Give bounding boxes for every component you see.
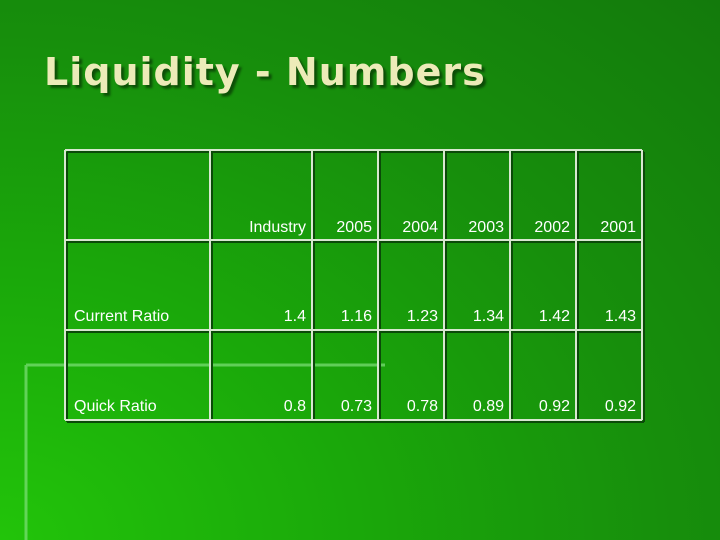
cell-value: 1.4 (284, 308, 306, 325)
cell-value: 0.89 (473, 398, 504, 415)
cell-value: 1.42 (539, 308, 570, 325)
row-label: Quick Ratio (74, 398, 157, 415)
decoration (24, 363, 385, 540)
column-header: Industry (249, 219, 306, 236)
column-header: 2005 (336, 219, 372, 236)
cell-value: 1.23 (407, 308, 438, 325)
cell-value: 1.16 (341, 308, 372, 325)
column-header: 2002 (534, 219, 570, 236)
table-cells: Industry 2005 2004 2003 2002 2001 Current Rati… (74, 219, 636, 415)
cell-value: 0.8 (284, 398, 306, 415)
column-header: 2003 (468, 219, 504, 236)
table-grid (64, 149, 645, 423)
cell-value: 0.78 (407, 398, 438, 415)
cell-value: 0.73 (341, 398, 372, 415)
cell-value: 0.92 (539, 398, 570, 415)
column-header: 2004 (402, 219, 438, 236)
slide-title: Liquidity - Numbers (44, 50, 486, 94)
column-header: 2001 (600, 219, 636, 236)
cell-value: 1.43 (605, 308, 636, 325)
cell-value: 1.34 (473, 308, 504, 325)
cell-value: 0.92 (605, 398, 636, 415)
row-label: Current Ratio (74, 308, 169, 325)
